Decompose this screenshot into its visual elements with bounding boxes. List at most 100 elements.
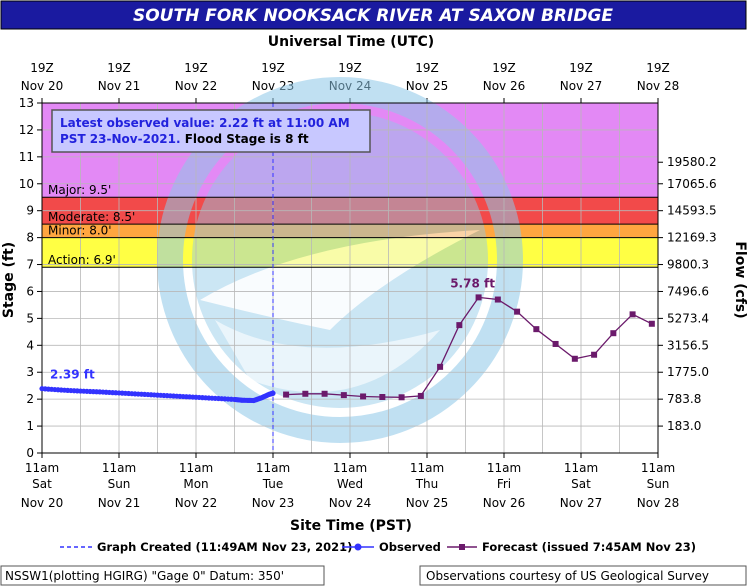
chart-title: SOUTH FORK NOOKSACK RIVER AT SAXON BRIDG… [133,6,613,26]
x-tick-date: Nov 21 [98,496,141,510]
y-tick-label: 2 [26,392,34,406]
forecast-point [437,363,444,370]
legend-observed-label: Observed [379,540,441,554]
y-tick-label: 10 [19,177,34,191]
forecast-point [302,390,309,397]
forecast-point [475,294,482,301]
x-tick-day: Sun [647,477,670,491]
y-tick-label: 3 [26,365,34,379]
top-tick-date: Nov 22 [175,79,218,93]
flow-axis-label: Flow (cfs) [732,241,747,318]
top-tick-date: Nov 26 [483,79,526,93]
x-tick-date: Nov 22 [175,496,218,510]
flood-category-label: Action: 6.9' [48,253,116,267]
flow-tick-label: 5273.4 [667,311,709,325]
y-tick-label: 9 [26,204,34,218]
top-tick-time: 19Z [415,61,439,75]
legend-forecast-marker [459,544,465,550]
forecast-point [610,330,617,337]
x-tick-day: Tue [262,477,284,491]
x-tick-date: Nov 23 [252,496,295,510]
latest-observation-box: Latest observed value: 2.22 ft at 11:00 … [51,109,371,153]
flow-tick-label: 1775.0 [667,365,709,379]
y-tick-label: 1 [26,419,34,433]
y-axis-label: Stage (ft) [1,242,17,318]
forecast-point [533,326,540,333]
top-tick-time: 19Z [107,61,131,75]
flow-tick-label: 14593.5 [667,204,717,218]
y-tick-label: 4 [26,338,34,352]
x-tick-day: Fri [497,477,511,491]
top-tick-time: 19Z [184,61,208,75]
flood-category-label: Major: 9.5' [48,183,111,197]
noaa-watermark [157,77,523,443]
forecast-point [398,394,405,401]
forecast-point [571,355,578,362]
flow-tick-label: 19580.2 [667,155,717,169]
forecast-point [321,390,328,397]
forecast-point [360,393,367,400]
x-tick-time: 11am [641,461,675,475]
legend: Graph Created (11:49AM Nov 23, 2021) Obs… [60,540,696,554]
top-tick-date: Nov 25 [406,79,449,93]
forecast-series-line [286,296,653,398]
forecast-point [514,308,521,315]
forecast-point [283,391,290,398]
x-tick-time: 11am [256,461,290,475]
forecast-point [552,340,559,347]
y-tick-label: 0 [26,446,34,460]
y-tick-label: 5 [26,311,34,325]
legend-created-label: Graph Created (11:49AM Nov 23, 2021) [97,540,352,554]
x-tick-time: 11am [410,461,444,475]
x-tick-date: Nov 28 [637,496,680,510]
x-tick-day: Mon [183,477,208,491]
info-line-1: Latest observed value: 2.22 ft at 11:00 … [60,116,350,130]
x-tick-day: Sun [108,477,131,491]
x-tick-time: 11am [333,461,367,475]
observed-start-annotation: 2.39 ft [50,368,95,382]
title-bar [0,0,747,30]
x-tick-day: Sat [32,477,52,491]
y-tick-label: 7 [26,258,34,272]
x-tick-date: Nov 26 [483,496,526,510]
top-tick-date: Nov 28 [637,79,680,93]
top-tick-date: Nov 21 [98,79,141,93]
forecast-point [648,320,655,327]
flow-tick-label: 9800.3 [667,258,709,272]
flow-tick-label: 12169.3 [667,231,717,245]
flow-tick-label: 3156.5 [667,338,709,352]
y-tick-label: 13 [19,96,34,110]
forecast-point [629,311,636,318]
footer-right-text: Observations courtesy of US Geological S… [426,569,709,583]
forecast-point [494,296,501,303]
x-tick-time: 11am [102,461,136,475]
observed-point [270,390,276,396]
top-tick-time: 19Z [492,61,516,75]
top-tick-date: Nov 27 [560,79,603,93]
x-tick-date: Nov 27 [560,496,603,510]
top-tick-time: 19Z [30,61,54,75]
x-tick-time: 11am [487,461,521,475]
top-tick-time: 19Z [261,61,285,75]
forecast-point [591,351,598,358]
x-tick-day: Sat [571,477,591,491]
footer-left-text: NSSW1(plotting HGIRG) "Gage 0" Datum: 35… [5,569,284,583]
y-tick-label: 12 [19,123,34,137]
info-line-2b: Flood Stage is 8 ft [181,132,309,146]
y-tick-label: 11 [19,150,34,164]
forecast-point [379,394,386,400]
info-line-2: PST 23-Nov-2021. Flood Stage is 8 ft [60,132,309,146]
y-tick-label: 6 [26,284,34,298]
top-tick-time: 19Z [646,61,670,75]
flood-category-label: Moderate: 8.5' [48,210,135,224]
flow-tick-label: 7496.6 [667,284,709,298]
legend-observed-marker [354,543,362,551]
forecast-point [456,322,463,329]
footer-left-box [0,565,325,586]
x-tick-date: Nov 24 [329,496,372,510]
x-tick-day: Thu [415,477,439,491]
top-tick-date: Nov 20 [21,79,64,93]
top-tick-time: 19Z [338,61,362,75]
info-line-2a: PST 23-Nov-2021. [60,132,181,146]
